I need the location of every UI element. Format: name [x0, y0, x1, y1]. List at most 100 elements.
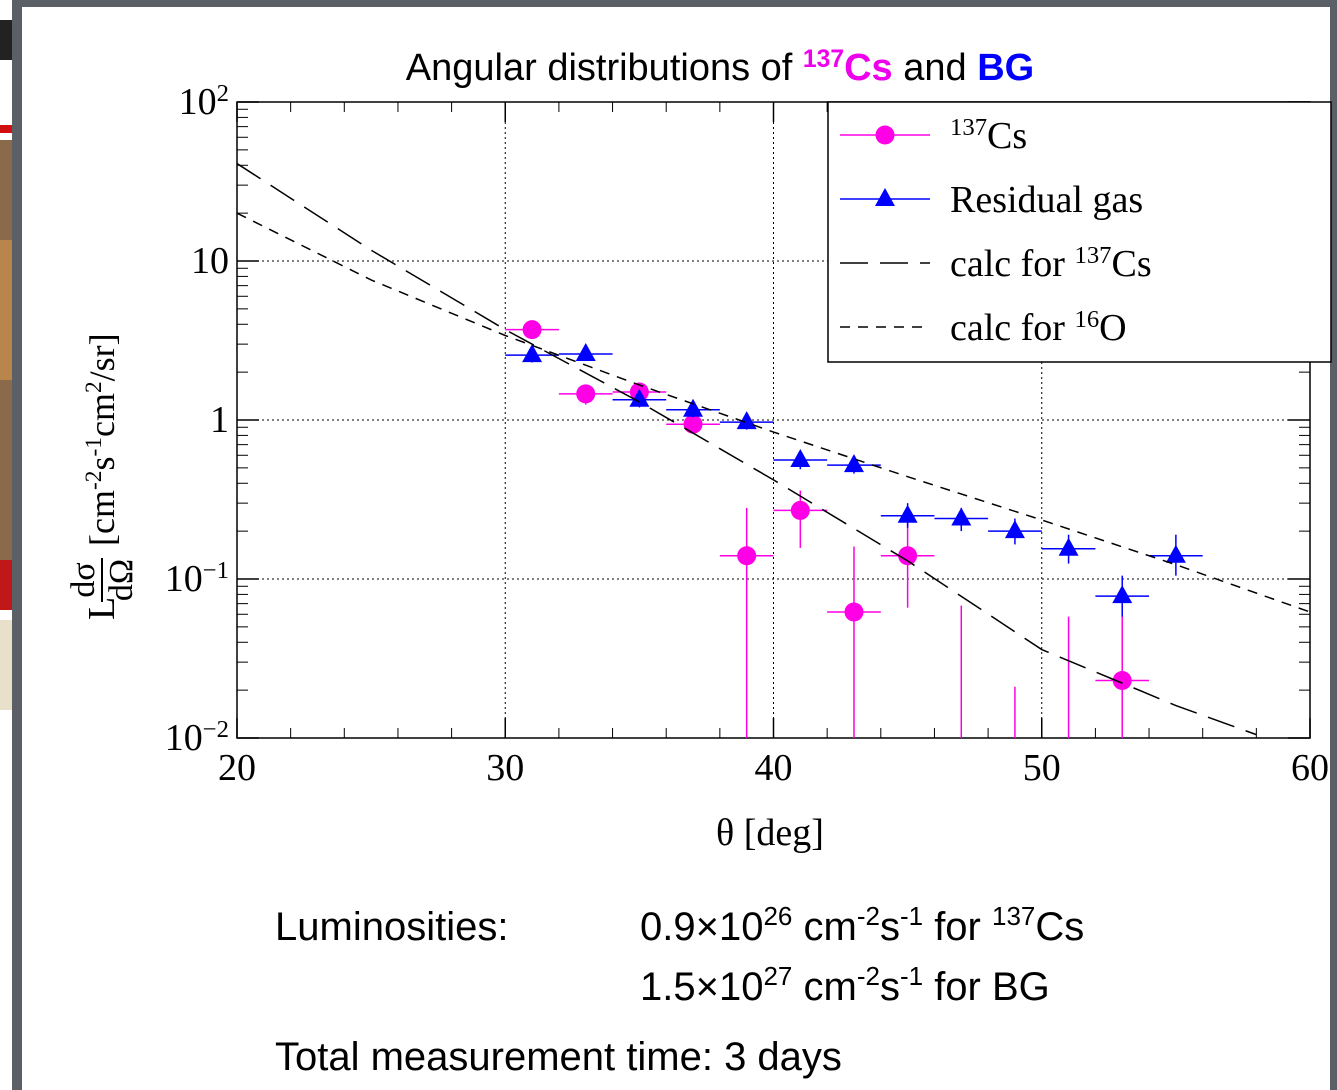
- point: [790, 500, 810, 520]
- point: [1004, 520, 1025, 539]
- chart-title: Angular distributions of 137Cs and BG: [406, 46, 1034, 90]
- legend-box: [827, 101, 1332, 363]
- y-label-denominator: dΩ: [103, 559, 140, 601]
- point: [575, 343, 596, 362]
- y-label-numerator: dσ: [65, 562, 102, 597]
- superscript: -1: [900, 901, 923, 931]
- point: [522, 344, 543, 363]
- point: [898, 546, 918, 566]
- strip-piece: [0, 20, 12, 60]
- text-run: /sr]: [82, 333, 122, 381]
- text-run: for BG: [923, 965, 1050, 1009]
- text-run: Cs: [987, 115, 1027, 157]
- frame-top: [12, 0, 1337, 7]
- legend-label: calc for 137Cs: [950, 242, 1152, 286]
- superscript: 2: [81, 381, 107, 393]
- superscript: -1: [900, 961, 923, 991]
- superscript: 137: [992, 901, 1035, 931]
- y-tick-exponent: −1: [203, 557, 229, 584]
- text-run: calc for: [950, 243, 1074, 285]
- text-run: [cm: [82, 490, 122, 555]
- y-tick-label: 102: [179, 80, 229, 124]
- strip-piece: [0, 125, 12, 133]
- notes-line: 0.9×1026 cm-2s-1 for 137Cs: [640, 901, 1084, 949]
- text-run: s: [880, 905, 900, 949]
- legend-label: 137Cs: [950, 114, 1027, 158]
- text-run: Angular distributions of: [406, 47, 803, 89]
- legend-label: calc for 16O: [950, 306, 1127, 350]
- superscript: 27: [763, 961, 792, 991]
- point: [897, 504, 918, 523]
- point: [736, 411, 757, 430]
- point: [790, 449, 811, 468]
- background-strip: [0, 0, 12, 1090]
- legend-label: Residual gas: [950, 179, 1143, 221]
- point: [683, 414, 703, 434]
- y-tick-base: 10: [165, 717, 203, 759]
- text-run: Residual gas: [950, 179, 1143, 221]
- text-run: Cs: [1035, 905, 1084, 949]
- point: [1112, 585, 1133, 604]
- x-tick-label: 60: [1291, 747, 1329, 789]
- strip-piece: [0, 560, 12, 610]
- text-run: Cs: [1112, 243, 1152, 285]
- point: [522, 320, 542, 340]
- superscript: -2: [857, 901, 880, 931]
- point: [576, 384, 596, 404]
- superscript: 26: [763, 901, 792, 931]
- notes-total: Total measurement time: 3 days: [275, 1035, 842, 1079]
- point: [951, 507, 972, 526]
- series: [237, 162, 1257, 736]
- superscript: 137: [1074, 242, 1111, 269]
- point: [737, 546, 757, 566]
- text-run: and: [893, 47, 978, 89]
- y-label-prefix: L: [81, 597, 123, 620]
- text-run: 1.5×10: [640, 965, 763, 1009]
- text-run: O: [1099, 307, 1126, 349]
- series: [237, 212, 1310, 613]
- y-tick-label: 10: [191, 240, 229, 282]
- text-run: s: [880, 965, 900, 1009]
- curve: [237, 212, 1310, 613]
- superscript: -2: [857, 961, 880, 991]
- y-tick-base: 10: [165, 558, 203, 600]
- text-run: BG: [977, 47, 1034, 89]
- strip-piece: [0, 240, 12, 380]
- frame-right: [1330, 0, 1337, 1090]
- text-run: cm: [792, 965, 856, 1009]
- y-axis-label: Ldσ dΩ [cm-2s-1cm2/sr]: [65, 333, 140, 620]
- x-tick-label: 40: [755, 747, 793, 789]
- superscript: -1: [81, 437, 107, 457]
- y-tick-exponent: 2: [217, 80, 229, 107]
- point: [843, 454, 864, 473]
- x-axis-label: θ [deg]: [716, 812, 824, 854]
- strip-piece: [0, 620, 12, 710]
- text-run: Cs: [844, 47, 893, 89]
- legend-marker: [875, 188, 895, 206]
- y-label-units: [cm-2s-1cm2/sr]: [81, 333, 122, 555]
- notes-label: Luminosities:: [275, 905, 508, 949]
- superscript: 16: [1074, 306, 1099, 333]
- curve: [237, 162, 1257, 736]
- text-run: cm: [792, 905, 856, 949]
- point: [629, 388, 650, 407]
- y-tick-exponent: −2: [203, 716, 229, 743]
- text-run: cm: [82, 393, 122, 437]
- point: [683, 398, 704, 417]
- text-run: for: [923, 905, 992, 949]
- point: [1112, 670, 1132, 690]
- text-run: s: [82, 457, 122, 471]
- point: [1058, 537, 1079, 556]
- notes-line: 1.5×1027 cm-2s-1 for BG: [640, 961, 1050, 1009]
- legend-marker: [875, 125, 895, 145]
- y-tick-label: 10−1: [165, 557, 229, 601]
- text-run: calc for: [950, 307, 1074, 349]
- y-tick-label: 1: [210, 399, 229, 441]
- point: [844, 602, 864, 622]
- y-tick-base: 10: [179, 81, 217, 123]
- x-tick-label: 20: [218, 747, 256, 789]
- frame-left: [12, 0, 22, 1090]
